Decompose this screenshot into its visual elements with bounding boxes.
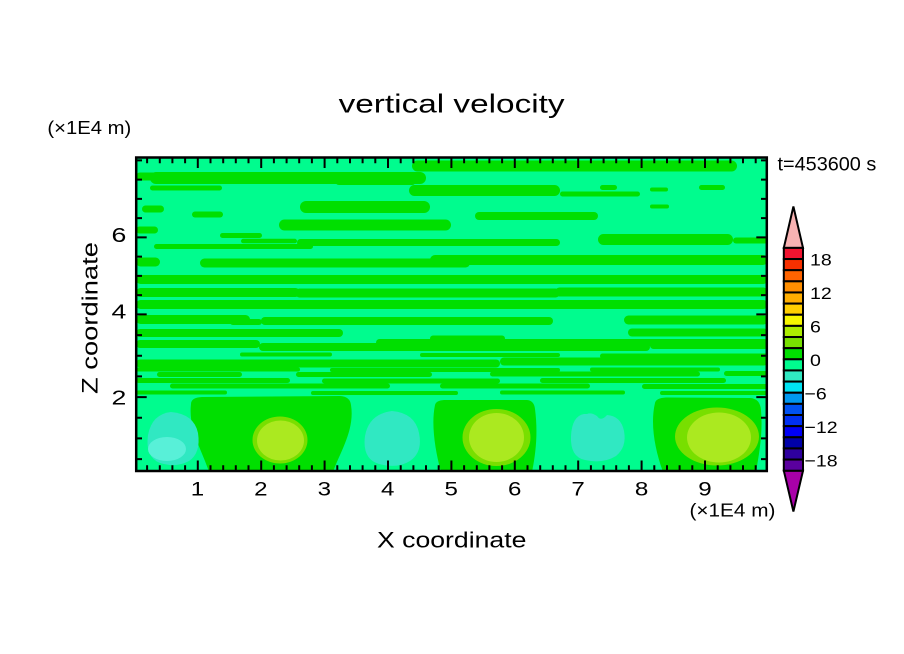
svg-text:4: 4 xyxy=(111,301,126,324)
svg-text:2: 2 xyxy=(111,386,126,409)
svg-text:−6: −6 xyxy=(805,384,827,403)
svg-text:1: 1 xyxy=(191,478,204,500)
svg-text:18: 18 xyxy=(810,250,832,269)
svg-text:vertical velocity: vertical velocity xyxy=(339,89,565,119)
svg-text:5: 5 xyxy=(444,478,457,500)
svg-text:(×1E4 m): (×1E4 m) xyxy=(47,118,131,138)
svg-text:Z coordinate: Z coordinate xyxy=(78,242,103,394)
svg-text:6: 6 xyxy=(810,317,821,336)
svg-text:X coordinate: X coordinate xyxy=(377,528,526,553)
svg-text:−12: −12 xyxy=(805,417,838,436)
svg-text:2: 2 xyxy=(254,478,267,500)
svg-text:(×1E4 m): (×1E4 m) xyxy=(690,501,776,521)
svg-text:4: 4 xyxy=(381,478,394,500)
svg-text:0: 0 xyxy=(810,350,821,369)
svg-text:7: 7 xyxy=(571,478,584,500)
svg-text:−18: −18 xyxy=(805,451,838,470)
svg-text:6: 6 xyxy=(111,224,126,247)
svg-text:9: 9 xyxy=(698,478,711,500)
svg-text:12: 12 xyxy=(810,283,832,302)
svg-text:3: 3 xyxy=(318,478,331,500)
svg-text:6: 6 xyxy=(508,478,521,500)
svg-text:t=453600 s: t=453600 s xyxy=(778,155,877,176)
svg-text:8: 8 xyxy=(635,478,648,500)
